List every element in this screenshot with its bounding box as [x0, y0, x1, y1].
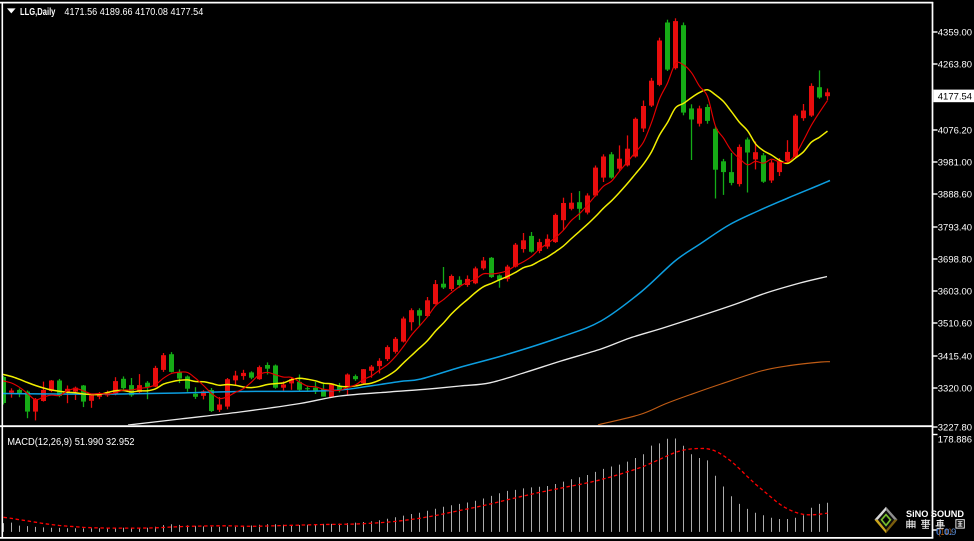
svg-text:3888.60: 3888.60	[938, 189, 972, 199]
svg-text:3320.00: 3320.00	[938, 383, 972, 393]
svg-text:LLG,Daily: LLG,Daily	[20, 7, 56, 18]
svg-text:3415.40: 3415.40	[938, 351, 972, 361]
svg-text:SiNO SOUND: SiNO SOUND	[906, 509, 964, 519]
svg-text:3793.40: 3793.40	[938, 222, 972, 232]
svg-text:(140: (140	[939, 527, 952, 538]
svg-text:0.: 0.	[944, 527, 952, 538]
svg-text:9: 9	[951, 527, 956, 538]
svg-text:4177.54: 4177.54	[938, 91, 972, 101]
svg-text:3981.00: 3981.00	[938, 157, 972, 167]
svg-text:4171.56 4189.66 4170.08 4177.5: 4171.56 4189.66 4170.08 4177.54	[64, 7, 203, 18]
svg-text:3603.00: 3603.00	[938, 286, 972, 296]
svg-text:MACD(12,26,9) 51.990 32.952: MACD(12,26,9) 51.990 32.952	[7, 437, 135, 448]
svg-text:178.886: 178.886	[938, 434, 972, 444]
svg-text:3510.60: 3510.60	[938, 318, 972, 328]
svg-text:0: 0	[936, 527, 941, 538]
svg-text:4263.80: 4263.80	[938, 59, 972, 69]
svg-text:4076.20: 4076.20	[938, 125, 972, 135]
svg-text:3698.80: 3698.80	[938, 254, 972, 264]
svg-text:3227.80: 3227.80	[938, 422, 972, 432]
svg-text:4359.00: 4359.00	[938, 27, 972, 37]
